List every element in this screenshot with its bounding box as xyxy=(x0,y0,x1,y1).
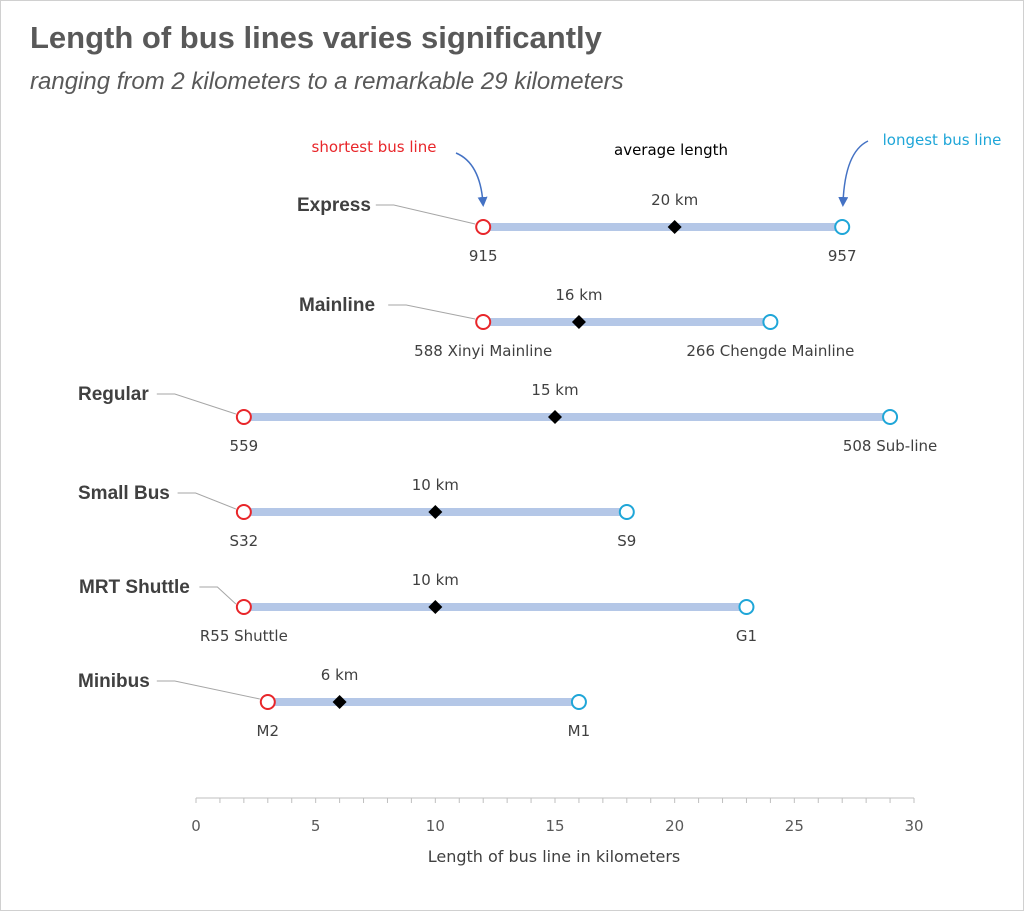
min-marker xyxy=(475,219,492,235)
avg-label: 20 km xyxy=(651,191,698,209)
max-label: 266 Chengde Mainline xyxy=(686,342,854,360)
x-tick-label: 25 xyxy=(785,817,804,835)
average-annotation: average length xyxy=(614,141,728,159)
series-row: MRT Shuttle 10 km R55 Shuttle G1 xyxy=(79,571,757,645)
avg-marker xyxy=(571,315,586,329)
x-tick-label: 20 xyxy=(665,817,684,835)
max-marker xyxy=(738,599,755,615)
avg-label: 16 km xyxy=(555,286,602,304)
x-tick-label: 15 xyxy=(545,817,564,835)
max-label: S9 xyxy=(617,532,636,550)
longest-arrow xyxy=(838,140,869,207)
min-label: 915 xyxy=(469,247,498,265)
x-tick-label: 0 xyxy=(191,817,201,835)
leader-line xyxy=(388,304,476,320)
category-label: Express xyxy=(297,195,371,216)
min-label: 588 Xinyi Mainline xyxy=(414,342,552,360)
category-label: Regular xyxy=(78,384,149,405)
x-axis-title: Length of bus line in kilometers xyxy=(428,847,681,866)
max-marker xyxy=(834,219,851,235)
avg-marker xyxy=(548,410,562,424)
shortest-arrow xyxy=(455,152,488,207)
max-marker xyxy=(618,504,635,520)
series-row: Mainline 16 km 588 Xinyi Mainline 266 Cheng… xyxy=(299,286,854,360)
x-tick-label: 30 xyxy=(904,817,923,835)
leader-line xyxy=(156,680,260,700)
min-marker xyxy=(259,694,276,710)
category-label: Minibus xyxy=(78,671,150,692)
max-marker xyxy=(882,409,899,425)
series-row: Express 20 km 915 957 xyxy=(297,191,857,265)
x-tick-label: 5 xyxy=(311,817,321,835)
series-row: Regular 15 km 559 508 Sub-line xyxy=(78,381,937,455)
max-marker xyxy=(762,314,779,330)
avg-label: 6 km xyxy=(321,666,359,684)
min-label: R55 Shuttle xyxy=(200,627,288,645)
max-label: G1 xyxy=(736,627,757,645)
max-marker xyxy=(570,694,587,710)
min-marker xyxy=(475,314,492,330)
shortest-annotation: shortest bus line xyxy=(312,138,437,156)
avg-label: 10 km xyxy=(412,476,459,494)
series-row: Small Bus 10 km S32 S9 xyxy=(78,476,636,550)
category-label: Mainline xyxy=(299,295,375,316)
min-label: 559 xyxy=(230,437,259,455)
avg-marker xyxy=(332,695,347,709)
chart-title: Length of bus lines varies significantly xyxy=(30,20,602,55)
max-label: 508 Sub-line xyxy=(843,437,937,455)
min-marker xyxy=(235,504,252,520)
category-label: MRT Shuttle xyxy=(79,577,190,598)
leader-line xyxy=(177,492,237,510)
series-layer: Express 20 km 915 957 Mainline 16 km 588 Xinyi… xyxy=(78,191,937,740)
avg-label: 15 km xyxy=(531,381,578,399)
avg-marker xyxy=(667,220,682,234)
x-axis: 0 5 10 15 20 25 30 Length of bus line in kilome… xyxy=(191,797,924,866)
series-row: Minibus 6 km M2 M1 xyxy=(78,666,590,740)
longest-annotation: longest bus line xyxy=(883,131,1002,149)
max-label: 957 xyxy=(828,247,857,265)
x-tick-label: 10 xyxy=(426,817,445,835)
annotation-layer: shortest bus line average length longest b… xyxy=(312,131,1002,207)
avg-label: 10 km xyxy=(412,571,459,589)
min-marker xyxy=(235,599,252,615)
avg-marker xyxy=(428,600,443,614)
avg-marker xyxy=(428,505,443,519)
leader-line xyxy=(199,586,237,605)
min-label: M2 xyxy=(257,722,280,740)
min-label: S32 xyxy=(230,532,259,550)
max-label: M1 xyxy=(568,722,591,740)
category-label: Small Bus xyxy=(78,483,170,504)
min-marker xyxy=(235,409,252,425)
leader-line xyxy=(375,204,476,225)
leader-line xyxy=(156,393,237,415)
chart-subtitle: ranging from 2 kilometers to a remarkabl… xyxy=(30,68,624,95)
